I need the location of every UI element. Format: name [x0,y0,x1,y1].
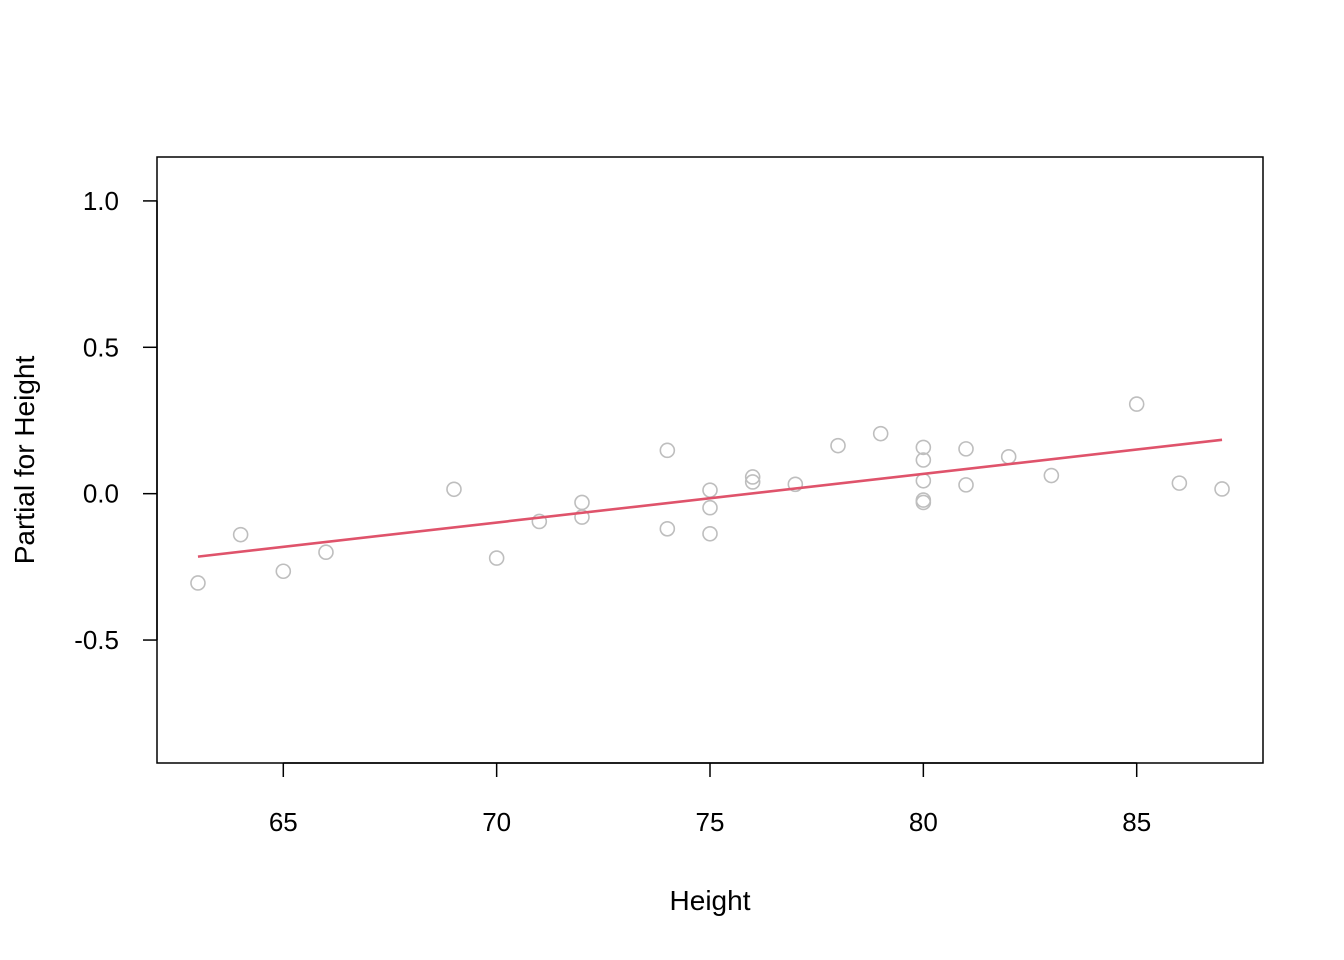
data-point [915,494,932,511]
data-point [958,477,974,493]
x-axis: 65 70 75 80 85 [269,762,1151,837]
x-tick-label: 75 [696,807,725,837]
data-point [318,544,334,561]
y-tick-label: 0.0 [83,479,119,509]
data-point [659,520,676,537]
data-point [744,474,761,490]
data-point [446,481,462,498]
data-point [915,472,932,489]
y-tick-label: -0.5 [74,625,119,655]
data-point [915,452,932,468]
fit-line-group [197,438,1223,558]
data-point [574,494,590,511]
data-point [531,513,548,530]
data-point [958,441,974,457]
data-point [702,482,718,498]
y-axis-title: Partial for Height [9,356,40,565]
x-axis-title: Height [670,885,751,916]
data-point [744,469,761,485]
y-tick-label: 0.5 [83,332,119,362]
data-point [275,563,292,580]
scatter-points [190,396,1230,591]
fit-line [197,438,1223,558]
data-point [830,437,846,454]
plot-frame [156,156,1264,764]
data-point [1043,467,1060,484]
data-point [574,509,590,525]
data-point [702,499,718,516]
data-point [190,575,206,591]
y-axis: -0.5 0.0 0.5 1.0 [74,186,158,655]
data-point [488,550,505,566]
data-point [659,442,676,459]
data-point [787,476,804,493]
data-point [232,526,249,543]
data-point [702,525,718,542]
data-point [1214,481,1230,497]
data-point [1000,448,1017,465]
x-tick-label: 80 [909,807,938,837]
data-point [915,439,932,456]
data-point [872,425,889,442]
data-point [1171,475,1188,491]
x-tick-label: 70 [482,807,511,837]
data-point [1128,396,1145,412]
x-tick-label: 65 [269,807,298,837]
x-tick-label: 85 [1122,807,1151,837]
y-tick-label: 1.0 [83,186,119,216]
